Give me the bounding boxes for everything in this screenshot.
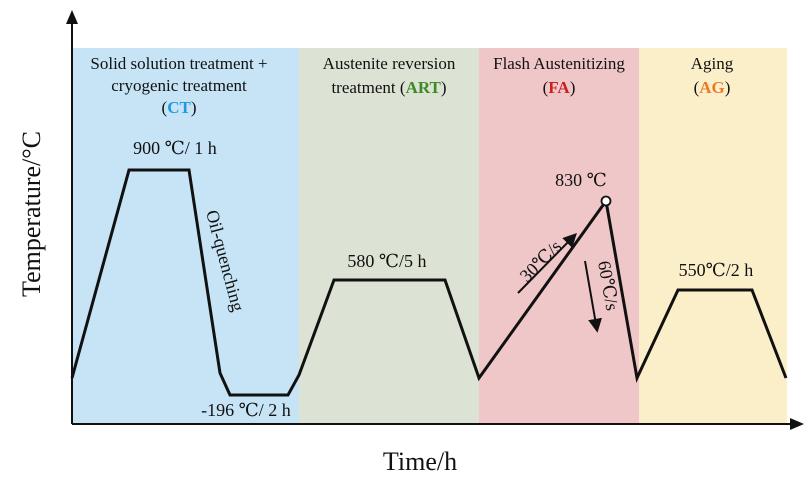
stage-ct-title-line2: cryogenic treatment [111,76,247,95]
stage-ct-abbr-text: CT [167,98,191,117]
stage-ag-background [639,48,787,424]
x-axis-label: Time/h [383,447,457,476]
heating-rate-arrow [517,233,577,294]
stage-fa-abbr: (FA) [543,78,576,97]
stage-ag-abbr: (AG) [694,78,731,97]
stage-ag-title-line1: Aging [691,54,734,73]
temperature-profile-curve [70,168,788,397]
stage-art-title-word: treatment [331,78,395,97]
ct-hold-label: 900 ℃/ 1 h [133,138,217,158]
art-hold-label: 580 ℃/5 h [347,251,426,271]
stage-ct-title-line1: Solid solution treatment + [90,54,267,73]
x-axis-arrowhead [790,418,804,430]
stage-ag-abbr-text: AG [699,78,725,97]
fa-peak-label: 830 ℃ [555,170,607,190]
stage-fa-title-line1: Flash Austenitizing [493,54,625,73]
fa-peak-marker [600,195,612,207]
cryo-hold-label: -196 ℃/ 2 h [201,400,291,420]
stage-art-abbr-text: ART [406,78,442,97]
y-axis-arrowhead [66,10,78,24]
stage-ct-abbr: (CT) [162,98,197,117]
stage-art-title-line1: Austenite reversion [323,54,456,73]
cooling-rate-arrow [584,260,602,333]
stage-art-background [299,48,479,424]
stage-art-title-line2: treatment (ART) [331,78,446,97]
stage-fa-background [479,48,639,424]
stage-fa-abbr-text: FA [548,78,570,97]
y-axis-label: Temperature/°C [17,131,46,297]
ag-hold-label: 550℃/2 h [679,260,754,280]
